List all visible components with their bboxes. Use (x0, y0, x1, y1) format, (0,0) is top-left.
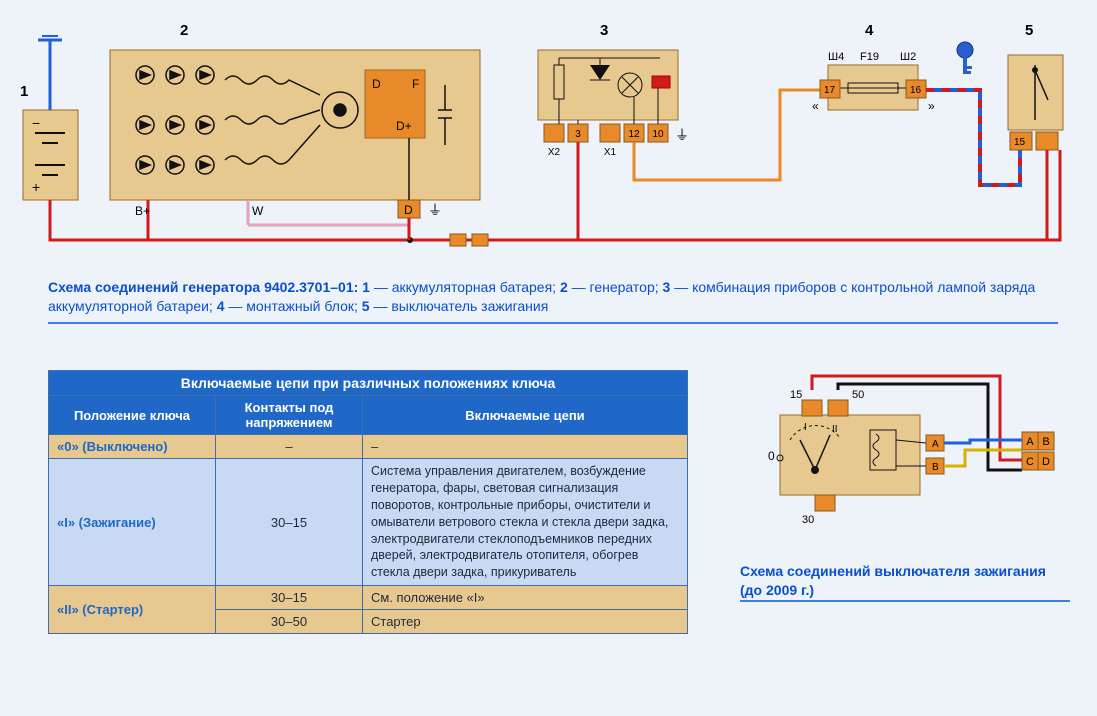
label-2: 2 (180, 22, 188, 39)
svg-text:30: 30 (802, 514, 814, 526)
svg-text:A: A (1026, 436, 1034, 448)
svg-text:16: 16 (910, 85, 922, 96)
svg-text:17: 17 (824, 85, 836, 96)
table-title: Включаемые цепи при различных положениях… (49, 371, 688, 396)
label-1: 1 (20, 83, 28, 100)
svg-text:D: D (404, 203, 413, 217)
svg-text:B: B (1042, 436, 1049, 448)
svg-text:−: − (32, 115, 40, 131)
col-header-contacts: Контакты под напряжением (216, 396, 363, 435)
svg-text:10: 10 (652, 129, 664, 140)
svg-text:II: II (832, 424, 838, 435)
svg-text:D+: D+ (396, 119, 412, 133)
table-row: «II» (Стартер) 30–15 См. положение «I» (49, 586, 688, 610)
svg-text:12: 12 (628, 129, 640, 140)
svg-text:D: D (1042, 456, 1050, 468)
svg-text:«: « (812, 99, 819, 113)
svg-text:Ш4: Ш4 (828, 51, 844, 63)
label-4: 4 (865, 22, 874, 39)
svg-text:B+: B+ (135, 204, 150, 218)
svg-text:Ш2: Ш2 (900, 51, 916, 63)
svg-text:»: » (928, 99, 935, 113)
label-5: 5 (1025, 22, 1033, 39)
ignition-switch-diagram: 15 50 30 0 I II A B (740, 370, 1070, 540)
svg-text:B: B (932, 462, 939, 473)
svg-text:F19: F19 (860, 51, 879, 63)
svg-text:X1: X1 (604, 147, 617, 158)
svg-text:⏚: ⏚ (428, 202, 442, 218)
key-icon (957, 42, 973, 74)
generator-wiring-diagram: − + 1 2 (20, 10, 1077, 265)
col-header-circuits: Включаемые цепи (363, 396, 688, 435)
svg-text:50: 50 (852, 389, 864, 401)
svg-text:0: 0 (768, 449, 775, 463)
svg-text:30: 30 (1040, 10, 1052, 13)
table-row: «0» (Выключено) – – (49, 435, 688, 459)
svg-text:C: C (1026, 456, 1034, 468)
svg-text:X2: X2 (548, 147, 561, 158)
svg-text:⏚: ⏚ (675, 127, 689, 143)
divider (48, 322, 1058, 324)
svg-text:I: I (804, 422, 807, 433)
svg-text:15: 15 (1014, 137, 1026, 148)
svg-text:F: F (412, 77, 419, 91)
svg-text:15: 15 (790, 389, 802, 401)
label-3: 3 (600, 22, 608, 39)
svg-text:W: W (252, 204, 264, 218)
ignition-caption: Схема соединений выключателя зажигания (… (740, 562, 1070, 600)
col-header-key: Положение ключа (49, 396, 216, 435)
svg-text:+: + (32, 179, 40, 195)
generator-caption: Схема соединений генератора 9402.3701–01… (48, 278, 1058, 316)
divider (740, 600, 1070, 602)
key-positions-table: Включаемые цепи при различных положениях… (48, 370, 688, 634)
svg-text:A: A (932, 439, 939, 450)
table-row: «I» (Зажигание) 30–15 Система управления… (49, 459, 688, 586)
svg-text:3: 3 (575, 129, 581, 140)
svg-text:D: D (372, 77, 381, 91)
